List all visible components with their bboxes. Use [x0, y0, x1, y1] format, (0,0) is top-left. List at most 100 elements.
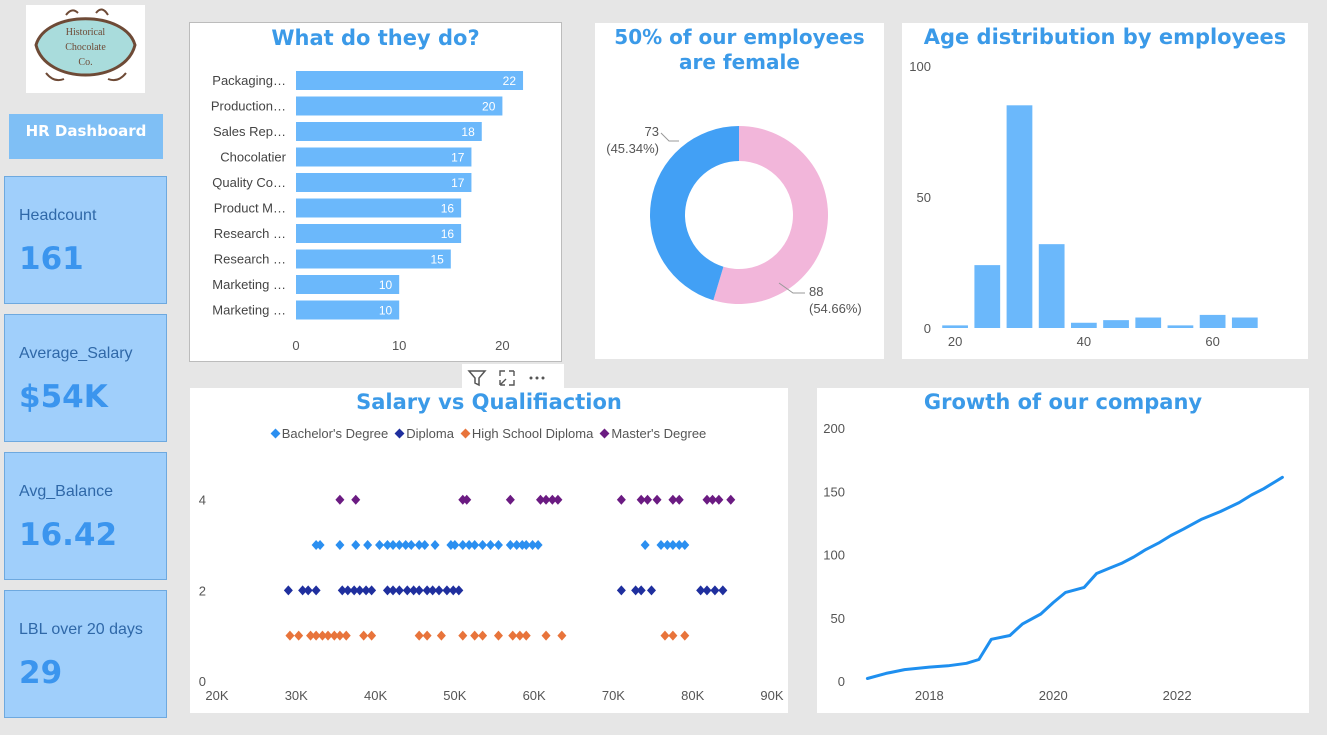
filter-icon[interactable]	[464, 365, 490, 391]
scatter-point	[668, 630, 678, 641]
salary-chart-panel[interactable]: Salary vs Qualifiaction 0 2 4 20K 30K 40K 50K 6…	[190, 388, 788, 713]
roles-chart-panel[interactable]: What do they do? Packaging… 22 Production……	[189, 22, 562, 362]
role-bar	[296, 224, 462, 243]
scatter-point	[680, 630, 690, 641]
avg-balance-card: Avg_Balance 16.42	[4, 452, 167, 580]
scatter-point	[646, 585, 656, 596]
scatter-point	[508, 630, 518, 641]
scatter-point	[486, 540, 496, 551]
role-bar-value: 15	[430, 253, 444, 267]
role-bar	[296, 198, 462, 218]
scatter-point	[541, 630, 551, 641]
age-y-tick: 50	[917, 190, 931, 205]
age-bar	[942, 325, 968, 328]
legend-item-masters[interactable]: Master's Degree	[599, 426, 706, 441]
age-chart-panel[interactable]: Age distribution by employees 0 50 100 20 40…	[902, 23, 1308, 359]
scatter-point	[436, 630, 446, 641]
visual-toolbar	[462, 364, 564, 392]
growth-line-chart: 0 50 100 150 200 2018 2020 2022	[823, 421, 1284, 703]
avg-balance-value: 16.42	[19, 517, 118, 553]
roles-x-tick: 10	[392, 338, 406, 353]
scatter-point	[553, 494, 563, 505]
scatter-point	[470, 540, 480, 551]
female-slice	[713, 126, 828, 304]
scatter-point	[341, 630, 351, 641]
legend-item-high-school[interactable]: High School Diploma	[460, 426, 593, 441]
scatter-point	[710, 585, 720, 596]
role-bar	[296, 122, 482, 141]
legend-item-bachelors[interactable]: Bachelor's Degree	[270, 426, 389, 441]
scatter-point	[311, 630, 321, 641]
scatter-point	[337, 585, 347, 596]
role-category-label: Sales Rep…	[213, 124, 286, 139]
scatter-point	[367, 585, 377, 596]
company-logo: Historical Chocolate Co.	[26, 5, 145, 93]
scatter-point	[343, 585, 353, 596]
growth-chart-title: Growth of our company	[923, 390, 1203, 414]
scatter-point	[361, 585, 371, 596]
expand-icon[interactable]	[494, 365, 520, 391]
age-bar	[1167, 325, 1194, 328]
scatter-point	[680, 540, 690, 551]
role-bar	[296, 173, 472, 192]
role-category-label: Research …	[214, 252, 286, 267]
scatter-point	[422, 630, 432, 641]
logo-graphic: Historical Chocolate Co.	[34, 8, 137, 82]
role-category-label: Packaging…	[212, 73, 286, 88]
scatter-point	[702, 494, 712, 505]
growth-y-tick: 150	[823, 484, 845, 499]
salary-x-tick: 70K	[602, 688, 625, 703]
legend-label: Bachelor's Degree	[281, 426, 389, 441]
logo-text-3: Co.	[78, 57, 92, 68]
gender-chart-panel[interactable]: 50% of our employees are female 88 (54.66…	[595, 23, 884, 359]
scatter-point	[718, 585, 728, 596]
scatter-point	[382, 540, 392, 551]
growth-line	[865, 475, 1284, 680]
growth-y-tick: 50	[831, 611, 845, 626]
scatter-point	[660, 630, 670, 641]
age-bar	[1135, 317, 1162, 328]
age-bar	[1199, 314, 1226, 328]
scatter-point	[315, 540, 325, 551]
age-chart-title: Age distribution by employees	[923, 25, 1287, 49]
age-bar	[1038, 244, 1065, 328]
age-bar	[1070, 322, 1097, 328]
age-x-tick: 20	[948, 334, 962, 349]
scatter-point	[652, 494, 662, 505]
scatter-point	[643, 494, 653, 505]
role-category-label: Production…	[211, 99, 286, 114]
scatter-point	[512, 540, 522, 551]
female-pct-label: (54.66%)	[809, 301, 862, 316]
scatter-point	[505, 494, 515, 505]
scatter-point	[335, 630, 345, 641]
age-x-tick: 60	[1205, 334, 1219, 349]
scatter-point	[311, 585, 321, 596]
role-bar-value: 10	[379, 304, 393, 318]
scatter-point	[493, 540, 503, 551]
scatter-point	[547, 494, 557, 505]
role-bar-value: 18	[461, 125, 475, 139]
growth-chart-panel[interactable]: Growth of our company 0 50 100 150 200 2018 20…	[817, 388, 1309, 713]
scatter-point	[450, 540, 460, 551]
scatter-point	[442, 585, 452, 596]
scatter-point	[401, 540, 411, 551]
legend-item-diploma[interactable]: Diploma	[394, 426, 454, 441]
role-category-label: Marketing …	[212, 303, 286, 318]
roles-chart-title: What do they do?	[271, 26, 480, 50]
logo-text-1: Historical	[66, 27, 106, 38]
hr-dashboard-button[interactable]: HR Dashboard	[9, 114, 163, 159]
scatter-point	[454, 585, 464, 596]
role-bar-value: 16	[441, 227, 455, 241]
more-options-icon[interactable]	[524, 365, 550, 391]
male-pct-label: (45.34%)	[606, 141, 659, 156]
scatter-point	[363, 540, 373, 551]
scatter-point	[464, 540, 474, 551]
scatter-point	[470, 630, 480, 641]
scatter-point	[714, 494, 724, 505]
scatter-point	[521, 540, 531, 551]
scatter-point	[696, 585, 706, 596]
scatter-point	[674, 494, 684, 505]
role-bar	[296, 71, 524, 90]
lbl-value: 29	[19, 655, 63, 691]
role-category-label: Research …	[214, 226, 286, 241]
